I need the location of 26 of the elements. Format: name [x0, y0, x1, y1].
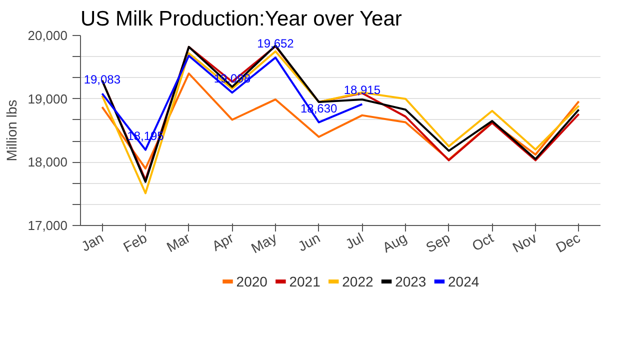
data-label: 19,652 — [257, 36, 294, 51]
x-tick-label: Aug — [380, 229, 410, 256]
legend-label: 2024 — [448, 274, 480, 290]
data-label: 18,915 — [344, 83, 381, 98]
x-tick-label: Mar — [164, 229, 193, 256]
x-tick-label: Jan — [78, 229, 106, 254]
x-tick-label: Jul — [342, 229, 366, 252]
x-tick-label: May — [248, 229, 280, 256]
x-tick-label: Jun — [295, 229, 323, 254]
chart-title: US Milk Production:Year over Year — [80, 8, 402, 30]
y-tick-label: 18,000 — [28, 154, 68, 170]
legend-label: 2020 — [236, 274, 268, 290]
y-tick-label: 19,000 — [28, 91, 68, 106]
x-tick-label: Dec — [553, 229, 583, 256]
x-tick-label: Feb — [120, 229, 150, 256]
y-tick-label: 20,000 — [28, 28, 68, 43]
x-tick-label: Oct — [469, 229, 496, 254]
legend-label: 2023 — [395, 274, 426, 290]
y-axis-title: Million lbs — [4, 100, 20, 162]
y-tick-label: 17,000 — [28, 218, 68, 233]
legend-label: 2022 — [342, 274, 374, 290]
data-label: 19,083 — [84, 72, 121, 87]
x-tick-label: Sep — [423, 229, 453, 256]
legend-label: 2021 — [289, 274, 321, 290]
x-tick-label: Nov — [510, 229, 540, 256]
x-tick-label: Apr — [209, 229, 236, 254]
